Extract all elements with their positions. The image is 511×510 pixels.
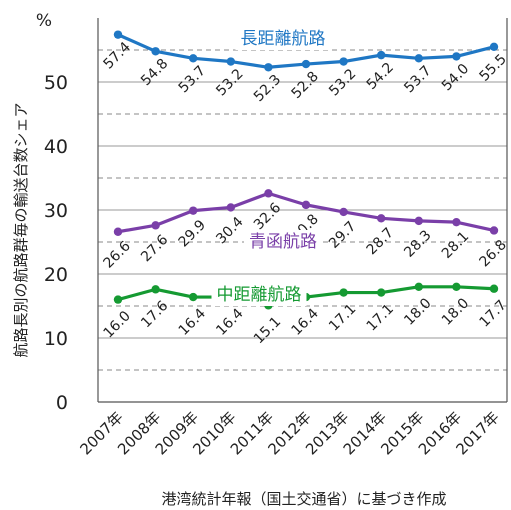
data-label: 28.1 xyxy=(439,229,472,262)
data-point xyxy=(301,200,311,210)
data-label: 16.4 xyxy=(288,305,321,338)
data-label: 18.0 xyxy=(401,295,434,328)
y-tick-label: 50 xyxy=(44,72,68,94)
data-label: 28.7 xyxy=(364,225,397,258)
data-point xyxy=(414,282,423,291)
data-point xyxy=(226,57,235,66)
x-tick-labels: 2007年2008年2009年2010年2011年2012年2013年2014年… xyxy=(76,408,502,458)
y-tick-label: 20 xyxy=(44,264,68,286)
y-tick-label: 40 xyxy=(44,136,68,158)
series-name-bg xyxy=(244,230,322,253)
y-tick-label: 0 xyxy=(56,392,68,414)
data-label: 53.2 xyxy=(213,66,246,99)
data-point xyxy=(113,30,123,39)
data-point xyxy=(151,47,160,56)
data-point xyxy=(377,288,386,297)
data-label: 54.8 xyxy=(138,56,171,89)
data-label: 18.0 xyxy=(439,295,472,328)
data-point xyxy=(264,63,273,72)
y-tick-label: 10 xyxy=(44,328,68,350)
data-label: 15.1 xyxy=(251,314,284,347)
data-point xyxy=(489,284,499,293)
data-label: 26.6 xyxy=(100,238,133,271)
data-label: 54.0 xyxy=(439,61,472,94)
data-point xyxy=(301,59,311,69)
data-point xyxy=(226,203,235,212)
y-tick-label: 30 xyxy=(44,200,68,222)
grid-lines xyxy=(98,49,507,371)
data-point xyxy=(339,288,348,297)
data-label: 32.6 xyxy=(251,200,284,233)
data-point xyxy=(377,214,386,223)
data-label: 52.3 xyxy=(251,72,284,105)
data-point xyxy=(452,282,461,291)
data-label: 30.4 xyxy=(213,214,246,247)
data-label: 53.2 xyxy=(326,66,359,99)
data-point xyxy=(151,285,160,294)
data-label: 54.2 xyxy=(364,60,397,93)
series-name-label: 中距離航路 xyxy=(217,285,302,305)
data-point xyxy=(414,54,423,63)
data-point xyxy=(189,54,198,63)
data-point xyxy=(452,217,461,227)
data-point xyxy=(452,52,461,61)
data-point xyxy=(113,227,123,236)
series-layer: 57.4 54.8 53.7 53.2 52.3 52.8 53.2 54.2 53.7 54.0… xyxy=(100,27,510,347)
data-label: 53.7 xyxy=(176,63,209,96)
data-point xyxy=(113,295,123,304)
data-point xyxy=(414,216,423,226)
data-label: 28.3 xyxy=(401,227,434,260)
series-name-bg xyxy=(211,283,307,306)
data-point xyxy=(151,221,160,230)
series-name-label: 長距離航路 xyxy=(241,29,326,49)
data-label: 17.7 xyxy=(476,297,509,330)
data-label: 27.6 xyxy=(138,232,171,265)
series-0: 57.4 54.8 53.7 53.2 52.3 52.8 53.2 54.2 53.7 54.0… xyxy=(100,27,510,105)
axes xyxy=(97,18,508,403)
data-point xyxy=(489,42,499,51)
data-point xyxy=(264,189,273,198)
data-label: 29.7 xyxy=(326,218,359,251)
data-point xyxy=(377,50,386,60)
data-point xyxy=(339,57,348,66)
series-name-label: 青函航路 xyxy=(249,232,317,252)
data-label: 29.9 xyxy=(176,217,209,250)
data-point xyxy=(489,226,499,235)
x-axis-title: 港湾統計年報（国土交通省）に基づき作成 xyxy=(161,490,446,508)
data-point xyxy=(189,292,198,302)
data-point xyxy=(339,207,348,217)
data-label: 17.6 xyxy=(138,298,171,331)
series-name-bg xyxy=(235,27,331,50)
data-label: 55.5 xyxy=(476,51,509,84)
y-tick-labels: 0 10 20 30 40 50 xyxy=(44,72,68,414)
data-label: 53.7 xyxy=(401,63,434,96)
data-label: 16.4 xyxy=(176,305,209,338)
data-label: 57.4 xyxy=(100,39,133,72)
data-point xyxy=(189,206,198,215)
data-label: 16.4 xyxy=(213,305,246,338)
y-axis-title: 航路長別の航路群毎の輸送台数シェア xyxy=(12,102,30,357)
series-1: 26.6 27.6 29.9 30.4 32.6 30.8 29.7 28.7 28.3 28.1… xyxy=(100,189,510,272)
data-label: 16.0 xyxy=(100,308,133,341)
y-unit-label: % xyxy=(36,11,52,31)
data-label: 52.8 xyxy=(288,69,321,102)
